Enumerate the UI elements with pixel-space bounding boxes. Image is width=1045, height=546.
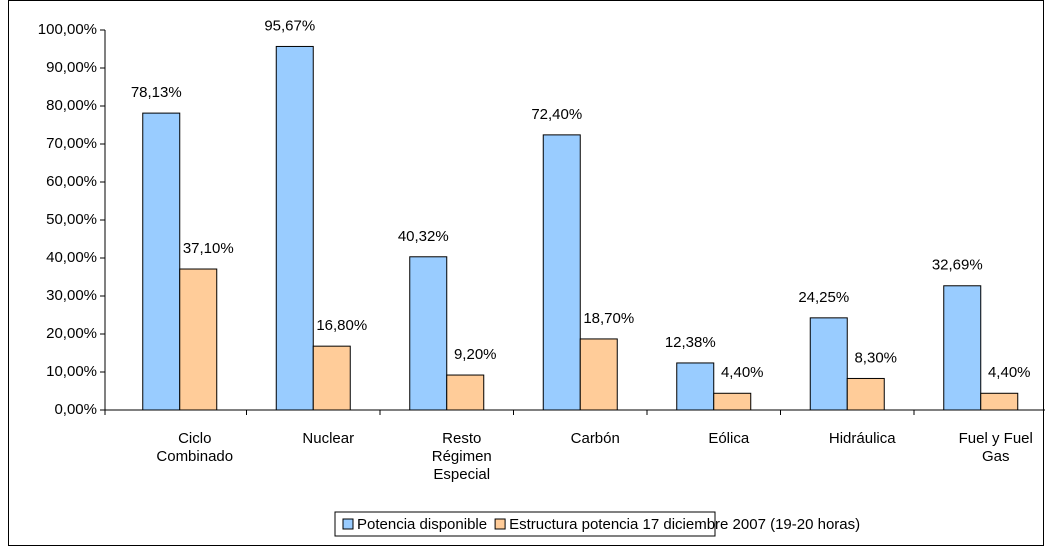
x-tick-label: Hidráulica: [828, 430, 896, 447]
bar: [179, 268, 218, 411]
data-label: 72,40%: [531, 106, 582, 123]
data-label: 37,10%: [183, 240, 234, 257]
bar: [275, 45, 314, 411]
data-label: 4,40%: [988, 364, 1031, 381]
legend-swatch: [494, 518, 506, 530]
bar: [409, 256, 448, 411]
bar: [446, 374, 485, 411]
data-label: 9,20%: [454, 346, 497, 363]
y-tick-label: 50,00%: [46, 211, 97, 228]
bar: [846, 377, 885, 411]
y-tick-label: 90,00%: [46, 59, 97, 76]
bar: [312, 345, 351, 411]
bar: [579, 338, 618, 411]
legend-label: Potencia disponible: [357, 516, 487, 533]
y-tick-label: 20,00%: [46, 325, 97, 342]
bar: [713, 392, 752, 411]
legend-box: [334, 511, 716, 537]
legend-label: Estructura potencia 17 diciembre 2007 (1…: [509, 516, 860, 533]
data-label: 32,69%: [932, 257, 983, 274]
x-tick-label: Ciclo Combinado: [156, 430, 234, 465]
data-label: 78,13%: [131, 84, 182, 101]
legend-swatch: [342, 518, 354, 530]
bar: [943, 285, 982, 411]
bar: [142, 112, 181, 411]
data-label: 4,40%: [721, 364, 764, 381]
y-tick-label: 0,00%: [54, 401, 97, 418]
y-tick-label: 40,00%: [46, 249, 97, 266]
y-tick-label: 60,00%: [46, 173, 97, 190]
y-tick-label: 70,00%: [46, 135, 97, 152]
data-label: 40,32%: [398, 228, 449, 245]
y-tick-label: 30,00%: [46, 287, 97, 304]
data-label: 16,80%: [316, 317, 367, 334]
data-label: 12,38%: [665, 334, 716, 351]
data-label: 24,25%: [798, 289, 849, 306]
x-tick-label: Eólica: [708, 430, 750, 447]
bar: [809, 317, 848, 411]
bar: [542, 134, 581, 411]
data-label: 95,67%: [264, 17, 315, 34]
data-label: 18,70%: [583, 310, 634, 327]
bar: [980, 392, 1019, 411]
data-label: 8,30%: [854, 349, 897, 366]
y-tick-label: 10,00%: [46, 363, 97, 380]
y-tick-label: 80,00%: [46, 97, 97, 114]
x-tick-label: Carbón: [570, 430, 620, 447]
x-tick-label: Nuclear: [302, 430, 355, 447]
x-tick-label: Fuel y Fuel Gas: [958, 430, 1033, 465]
x-tick-label: Resto Régimen Especial: [431, 430, 492, 483]
bar: [676, 362, 715, 411]
y-tick-label: 100,00%: [38, 21, 97, 38]
